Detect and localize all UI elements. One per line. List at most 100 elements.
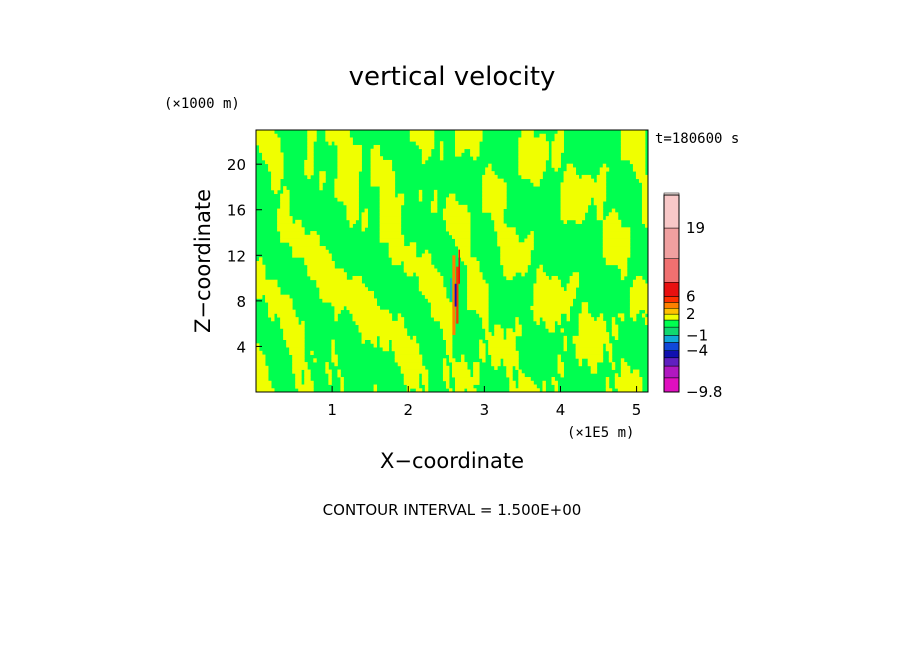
positive-velocity-band <box>445 227 471 232</box>
positive-velocity-band <box>605 388 613 392</box>
positive-velocity-band <box>527 234 534 239</box>
positive-velocity-band <box>500 253 531 258</box>
positive-velocity-band <box>551 159 561 165</box>
colorbar-label: −9.8 <box>686 383 722 401</box>
positive-velocity-band <box>488 347 516 352</box>
positive-velocity-band <box>361 219 368 224</box>
positive-velocity-band <box>599 171 607 176</box>
positive-velocity-band <box>256 290 281 296</box>
positive-velocity-band <box>599 167 610 172</box>
positive-velocity-band <box>518 141 549 146</box>
positive-velocity-band <box>379 238 405 243</box>
positive-velocity-band <box>379 189 396 195</box>
positive-velocity-band <box>328 373 332 378</box>
positive-velocity-band <box>256 377 269 382</box>
positive-velocity-band <box>292 253 332 258</box>
positive-velocity-band <box>325 130 350 135</box>
positive-velocity-band <box>560 216 586 221</box>
positive-velocity-band <box>370 163 393 168</box>
positive-velocity-band <box>259 148 281 153</box>
positive-velocity-band <box>605 343 613 348</box>
positive-velocity-band <box>337 152 362 157</box>
positive-velocity-band <box>289 347 305 352</box>
positive-velocity-band <box>620 152 646 157</box>
positive-velocity-band <box>614 335 619 340</box>
positive-velocity-band <box>418 287 447 292</box>
positive-velocity-band <box>452 369 471 374</box>
positive-velocity-band <box>578 358 583 363</box>
positive-velocity-band <box>280 234 320 239</box>
positive-velocity-band <box>439 156 444 161</box>
positive-velocity-band <box>491 358 501 363</box>
positive-velocity-band <box>497 234 519 239</box>
positive-velocity-band <box>614 384 643 389</box>
positive-velocity-band <box>551 152 561 157</box>
x-tick-label: 3 <box>480 401 490 419</box>
positive-velocity-band <box>620 141 646 146</box>
positive-velocity-band <box>500 261 531 266</box>
positive-velocity-band <box>334 317 338 322</box>
positive-velocity-band <box>467 272 483 277</box>
positive-velocity-band <box>530 178 540 183</box>
positive-velocity-band <box>280 197 290 202</box>
positive-velocity-band <box>557 130 564 135</box>
positive-velocity-band <box>304 261 335 266</box>
chart-title: vertical velocity <box>349 62 556 92</box>
positive-velocity-band <box>620 156 646 161</box>
positive-velocity-band <box>611 324 619 329</box>
positive-velocity-band <box>566 163 574 168</box>
positive-velocity-band <box>641 197 648 202</box>
positive-velocity-band <box>289 350 305 355</box>
positive-velocity-band <box>509 377 513 382</box>
positive-velocity-band <box>572 339 610 344</box>
colorbar-swatch <box>663 302 680 309</box>
positive-velocity-band <box>337 174 359 180</box>
positive-velocity-band <box>533 317 540 322</box>
positive-velocity-band <box>280 317 299 322</box>
positive-velocity-band <box>554 133 564 138</box>
colorbar-swatch <box>663 319 680 328</box>
positive-velocity-band <box>551 163 561 168</box>
positive-velocity-band <box>439 148 444 153</box>
positive-velocity-band <box>442 369 450 374</box>
positive-velocity-band <box>373 343 378 348</box>
positive-velocity-band <box>515 320 519 326</box>
positive-velocity-band <box>379 186 396 191</box>
positive-velocity-band <box>313 358 317 363</box>
positive-velocity-band <box>379 335 411 340</box>
x-axis-label: X−coordinate <box>380 449 524 473</box>
positive-velocity-band <box>442 328 456 333</box>
positive-velocity-band <box>352 317 393 322</box>
positive-velocity-band <box>536 272 546 277</box>
positive-velocity-band <box>424 294 447 299</box>
positive-velocity-band <box>479 354 486 359</box>
positive-velocity-band <box>563 174 580 180</box>
positive-velocity-band <box>620 137 646 142</box>
positive-velocity-band <box>319 171 326 176</box>
positive-velocity-band <box>337 156 362 161</box>
positive-velocity-band <box>596 204 604 209</box>
positive-velocity-band <box>536 320 540 326</box>
positive-velocity-band <box>557 365 564 370</box>
positive-velocity-band <box>473 369 480 374</box>
positive-velocity-band <box>488 163 492 168</box>
positive-velocity-band <box>391 339 417 344</box>
positive-velocity-band <box>602 231 631 236</box>
positive-velocity-band <box>518 167 546 172</box>
positive-velocity-band <box>262 156 284 161</box>
positive-velocity-band <box>379 219 402 224</box>
positive-velocity-band <box>439 141 444 146</box>
positive-velocity-band <box>292 369 302 374</box>
positive-velocity-band <box>509 384 516 389</box>
positive-velocity-band <box>373 144 381 150</box>
plot-frame <box>255 129 649 393</box>
positive-velocity-band <box>370 174 396 180</box>
positive-velocity-band <box>379 201 405 206</box>
colorbar: 19 62 −1−4 −9.8 <box>663 192 722 401</box>
positive-velocity-band <box>418 283 444 288</box>
positive-velocity-band <box>602 249 631 254</box>
positive-velocity-band <box>605 377 610 382</box>
y-unit-label: (×1000 m) <box>164 96 240 112</box>
positive-velocity-band <box>334 189 359 195</box>
positive-velocity-band <box>337 163 362 168</box>
